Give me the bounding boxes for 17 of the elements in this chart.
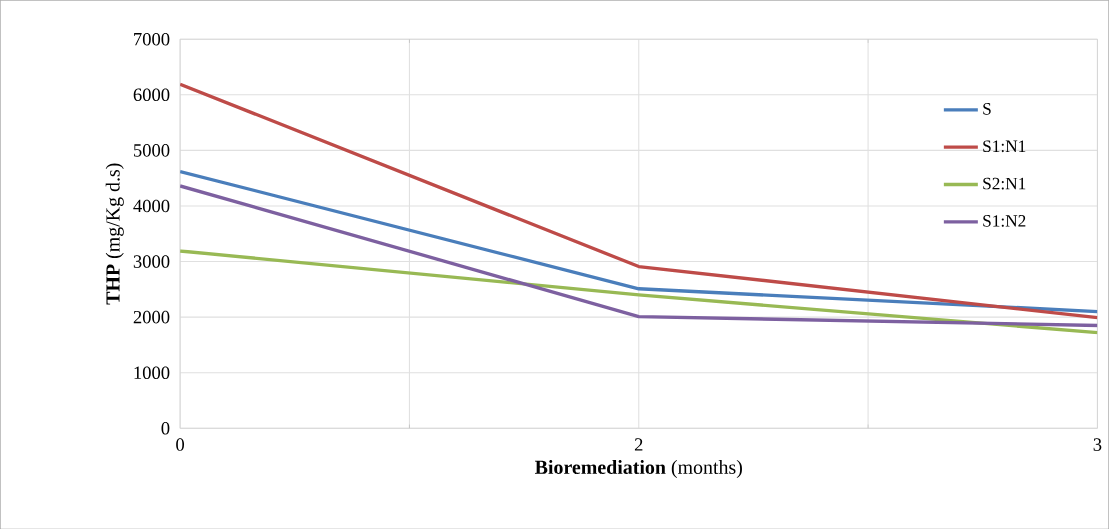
x-axis-title: Bioremediation (months) bbox=[534, 459, 742, 478]
legend-label: S2:N1 bbox=[983, 177, 1026, 190]
legend-label: S1:N1 bbox=[983, 140, 1026, 152]
y-axis-title: THP (mg/Kg d.s) bbox=[105, 163, 124, 305]
y-tick-label: 1000 bbox=[134, 366, 170, 379]
y-tick-label: 6000 bbox=[133, 88, 170, 101]
y-tick-label: 3000 bbox=[133, 255, 170, 268]
legend-label: S bbox=[983, 102, 991, 115]
y-tick-label: 4000 bbox=[133, 199, 170, 213]
legend-label: S1:N2 bbox=[983, 214, 1026, 227]
x-tick-label: 3 bbox=[1093, 438, 1102, 451]
x-tick-label: 2 bbox=[634, 438, 643, 451]
x-tick-label: 0 bbox=[176, 438, 185, 451]
y-tick-label: 2000 bbox=[133, 310, 170, 324]
y-tick-label: 0 bbox=[161, 421, 170, 435]
y-tick-label: 5000 bbox=[134, 143, 170, 157]
y-tick-label: 7000 bbox=[134, 32, 170, 46]
